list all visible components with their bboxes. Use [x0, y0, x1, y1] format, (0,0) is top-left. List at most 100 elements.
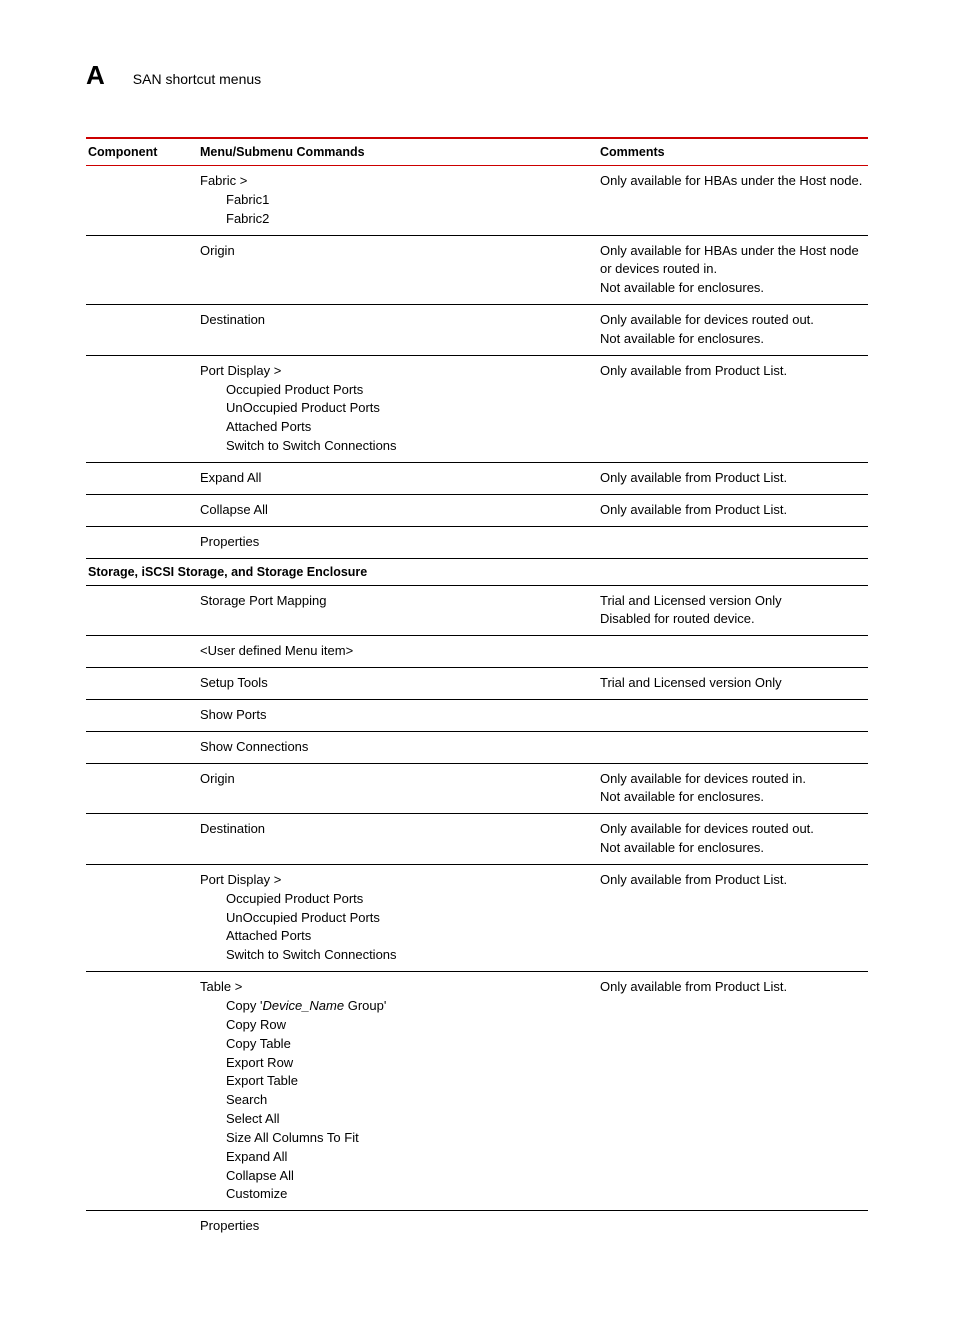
menu-line: Copy 'Device_Name Group' — [200, 997, 594, 1016]
menu-line: Fabric1 — [200, 191, 594, 210]
component-cell — [86, 972, 198, 1210]
menu-cell: Origin — [198, 764, 598, 814]
comment-line: Not available for enclosures. — [600, 330, 864, 349]
menu-cell: Table >Copy 'Device_Name Group'Copy RowC… — [198, 972, 598, 1210]
menu-line: Destination — [200, 820, 594, 839]
comments-cell — [598, 732, 868, 763]
component-cell — [86, 865, 198, 971]
menu-line: Copy Table — [200, 1035, 594, 1054]
menu-line: Expand All — [200, 469, 594, 488]
component-cell — [86, 1211, 198, 1242]
comment-line: Not available for enclosures. — [600, 839, 864, 858]
table-row: DestinationOnly available for devices ro… — [86, 305, 868, 355]
shortcut-table: Component Menu/Submenu Commands Comments… — [86, 137, 868, 1242]
comment-line: Trial and Licensed version Only — [600, 592, 864, 611]
comment-line: Only available for devices routed out. — [600, 820, 864, 839]
table-row: OriginOnly available for devices routed … — [86, 764, 868, 814]
component-cell — [86, 586, 198, 636]
comments-cell — [598, 527, 868, 558]
comment-line: Only available from Product List. — [600, 501, 864, 520]
menu-line: Attached Ports — [200, 927, 594, 946]
component-cell — [86, 700, 198, 731]
menu-line: Export Row — [200, 1054, 594, 1073]
menu-cell: Storage Port Mapping — [198, 586, 598, 636]
column-header-menu: Menu/Submenu Commands — [198, 139, 598, 165]
menu-line: Select All — [200, 1110, 594, 1129]
table-row: Port Display >Occupied Product PortsUnOc… — [86, 356, 868, 462]
menu-line: Search — [200, 1091, 594, 1110]
menu-line: Collapse All — [200, 1167, 594, 1186]
comment-line: Not available for enclosures. — [600, 279, 864, 298]
section-label: Storage, iSCSI Storage, and Storage Encl… — [86, 559, 868, 585]
component-cell — [86, 463, 198, 494]
menu-cell: <User defined Menu item> — [198, 636, 598, 667]
menu-cell: Origin — [198, 236, 598, 305]
column-header-component: Component — [86, 139, 198, 165]
menu-cell: Setup Tools — [198, 668, 598, 699]
table-header-row: Component Menu/Submenu Commands Comments — [86, 139, 868, 165]
comments-cell: Only available for devices routed out.No… — [598, 305, 868, 355]
table-row: Setup ToolsTrial and Licensed version On… — [86, 668, 868, 699]
menu-line: Switch to Switch Connections — [200, 946, 594, 965]
table-row: Show Connections — [86, 732, 868, 763]
table-row: OriginOnly available for HBAs under the … — [86, 236, 868, 305]
comment-line: Only available for HBAs under the Host n… — [600, 242, 864, 280]
menu-cell: Show Ports — [198, 700, 598, 731]
comment-line: Only available from Product List. — [600, 469, 864, 488]
menu-line: Size All Columns To Fit — [200, 1129, 594, 1148]
component-cell — [86, 166, 198, 235]
menu-line: Expand All — [200, 1148, 594, 1167]
header-title: SAN shortcut menus — [133, 71, 261, 87]
comments-cell: Only available from Product List. — [598, 463, 868, 494]
menu-cell: Expand All — [198, 463, 598, 494]
menu-line: Occupied Product Ports — [200, 381, 594, 400]
menu-line: Port Display > — [200, 871, 594, 890]
menu-line: Fabric > — [200, 172, 594, 191]
menu-cell: Fabric >Fabric1Fabric2 — [198, 166, 598, 235]
menu-line: <User defined Menu item> — [200, 642, 594, 661]
menu-line: Origin — [200, 770, 594, 789]
menu-line: Show Connections — [200, 738, 594, 757]
menu-cell: Port Display >Occupied Product PortsUnOc… — [198, 356, 598, 462]
menu-cell: Port Display >Occupied Product PortsUnOc… — [198, 865, 598, 971]
component-cell — [86, 732, 198, 763]
comments-cell: Only available for devices routed out.No… — [598, 814, 868, 864]
menu-line: Attached Ports — [200, 418, 594, 437]
table-row: Fabric >Fabric1Fabric2Only available for… — [86, 166, 868, 235]
comment-line: Only available from Product List. — [600, 871, 864, 890]
table-row: DestinationOnly available for devices ro… — [86, 814, 868, 864]
menu-line: Show Ports — [200, 706, 594, 725]
menu-cell: Show Connections — [198, 732, 598, 763]
table-row: Table >Copy 'Device_Name Group'Copy RowC… — [86, 972, 868, 1210]
menu-line: UnOccupied Product Ports — [200, 399, 594, 418]
comment-line: Only available for devices routed out. — [600, 311, 864, 330]
component-cell — [86, 814, 198, 864]
table-body: Fabric >Fabric1Fabric2Only available for… — [86, 166, 868, 1242]
menu-cell: Properties — [198, 527, 598, 558]
comments-cell: Only available from Product List. — [598, 972, 868, 1210]
menu-line: Table > — [200, 978, 594, 997]
menu-line: Customize — [200, 1185, 594, 1204]
comment-line: Only available for HBAs under the Host n… — [600, 172, 864, 191]
menu-line: UnOccupied Product Ports — [200, 909, 594, 928]
component-cell — [86, 356, 198, 462]
menu-line: Properties — [200, 1217, 594, 1236]
table-row: Port Display >Occupied Product PortsUnOc… — [86, 865, 868, 971]
comments-cell: Trial and Licensed version Only — [598, 668, 868, 699]
menu-line: Storage Port Mapping — [200, 592, 594, 611]
menu-cell: Destination — [198, 305, 598, 355]
comment-line: Not available for enclosures. — [600, 788, 864, 807]
component-cell — [86, 305, 198, 355]
component-cell — [86, 495, 198, 526]
menu-line: Destination — [200, 311, 594, 330]
comments-cell: Only available for devices routed in.Not… — [598, 764, 868, 814]
comments-cell: Only available for HBAs under the Host n… — [598, 166, 868, 235]
table-row: Storage Port Mapping Trial and Licensed v… — [86, 586, 868, 636]
table-row: Properties — [86, 1211, 868, 1242]
comments-cell: Only available from Product List. — [598, 865, 868, 971]
component-cell — [86, 527, 198, 558]
menu-cell: Collapse All — [198, 495, 598, 526]
comment-line: Trial and Licensed version Only — [600, 674, 864, 693]
component-cell — [86, 636, 198, 667]
comment-line: Only available for devices routed in. — [600, 770, 864, 789]
